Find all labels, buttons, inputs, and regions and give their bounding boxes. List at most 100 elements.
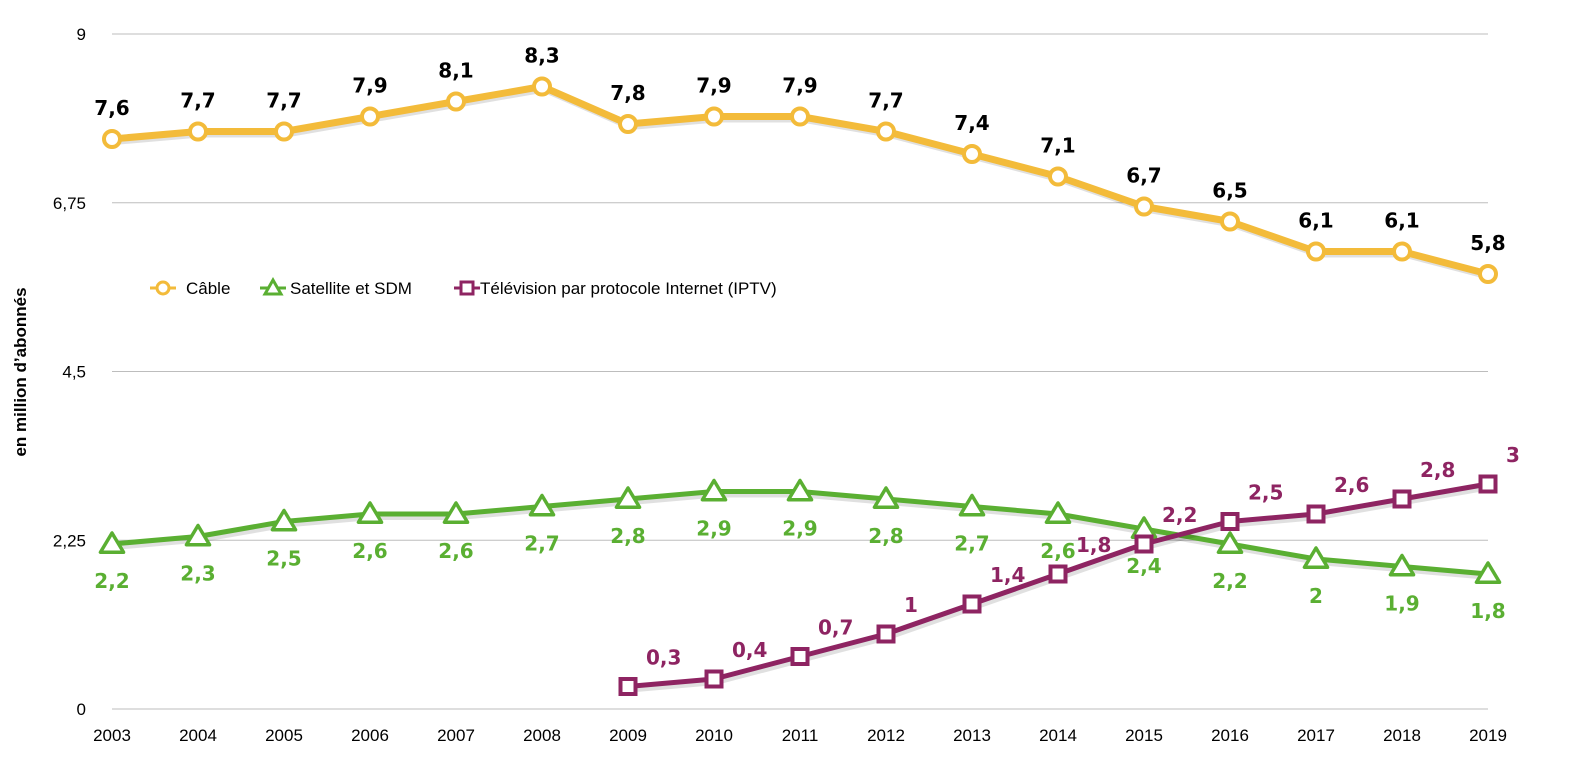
data-label: 7,9 xyxy=(352,74,387,98)
data-point xyxy=(962,144,982,164)
data-label: 2,8 xyxy=(610,524,645,548)
legend-marker xyxy=(262,276,284,296)
legend-label: Satellite et SDM xyxy=(290,279,412,298)
data-label: 7,8 xyxy=(610,81,645,105)
data-point xyxy=(790,647,810,666)
data-label: 2,5 xyxy=(266,547,301,571)
data-point xyxy=(1048,564,1068,584)
data-label: 8,3 xyxy=(524,44,559,68)
data-label: 0,3 xyxy=(646,646,681,670)
data-label: 1,8 xyxy=(1470,599,1505,623)
legend-item: Satellite et SDM xyxy=(260,276,412,298)
legend-marker xyxy=(155,280,171,296)
data-point xyxy=(274,121,294,142)
series-cable xyxy=(102,76,1498,284)
data-label: 7,9 xyxy=(782,74,817,98)
data-point xyxy=(270,508,298,532)
data-label: 8,1 xyxy=(438,59,473,83)
data-label: 7,6 xyxy=(94,96,129,120)
data-label: 1 xyxy=(904,593,918,617)
legend-label: Câble xyxy=(186,279,230,298)
data-point xyxy=(704,669,724,689)
data-label: 2,6 xyxy=(1040,539,1075,563)
data-point xyxy=(528,493,556,517)
data-label: 7,7 xyxy=(180,89,215,113)
data-label: 2,6 xyxy=(1334,473,1369,497)
data-point xyxy=(876,121,896,142)
data-point xyxy=(1392,489,1412,509)
x-tick-label: 2008 xyxy=(523,726,561,745)
grid-lines xyxy=(112,33,1488,710)
x-axis: 2003 2004 2005 2006 2007 2008 2009 2010 2011 2012… xyxy=(93,726,1507,745)
data-point xyxy=(786,478,814,502)
data-point xyxy=(958,493,986,517)
data-label: 1,9 xyxy=(1384,592,1419,616)
x-tick-label: 2004 xyxy=(179,726,217,745)
data-point xyxy=(1478,264,1498,284)
data-point xyxy=(1044,501,1072,524)
data-point xyxy=(1478,474,1498,494)
data-point xyxy=(700,478,728,502)
y-axis-label: en million d’abonnés xyxy=(11,287,30,456)
x-tick-label: 2010 xyxy=(695,726,733,745)
data-point xyxy=(1048,166,1068,187)
data-label: 6,5 xyxy=(1212,179,1247,203)
data-point xyxy=(1134,196,1154,217)
data-point xyxy=(184,523,212,547)
legend-label: Télévision par protocole Internet (IPTV) xyxy=(480,279,777,298)
data-point xyxy=(618,677,638,696)
data-label: 6,7 xyxy=(1126,164,1161,188)
data-label: 2,2 xyxy=(1162,503,1197,527)
y-tick-label: 2,25 xyxy=(53,531,86,550)
data-label: 2,3 xyxy=(180,562,215,586)
x-tick-label: 2018 xyxy=(1383,726,1421,745)
x-tick-label: 2019 xyxy=(1469,726,1507,745)
y-tick-label: 6,75 xyxy=(53,194,86,213)
data-point xyxy=(98,531,126,554)
x-tick-label: 2015 xyxy=(1125,726,1163,745)
data-label: 7,1 xyxy=(1040,134,1075,158)
y-tick-label: 0 xyxy=(77,700,86,719)
series xyxy=(98,76,1502,696)
data-label: 3 xyxy=(1506,443,1520,467)
x-tick-label: 2013 xyxy=(953,726,991,745)
data-label: 2,9 xyxy=(696,517,731,541)
data-label: 2,6 xyxy=(438,539,473,563)
data-label: 7,7 xyxy=(868,89,903,113)
data-labels: 7,6 7,7 7,7 7,9 8,1 8,3 7,8 7,9 7,9 7,7 7,4 7,1 6,7 6… xyxy=(94,44,1520,670)
series-satellite xyxy=(98,478,1502,584)
data-label: 2,7 xyxy=(954,532,989,556)
data-point xyxy=(1306,504,1326,524)
data-point xyxy=(704,106,724,127)
data-label: 2,9 xyxy=(782,517,817,541)
data-point xyxy=(1216,531,1244,554)
x-tick-label: 2016 xyxy=(1211,726,1249,745)
data-point xyxy=(1392,241,1412,262)
data-point xyxy=(790,106,810,127)
legend: Câble Satellite et SDM Télévision par prot… xyxy=(150,276,777,298)
legend-item: Câble xyxy=(150,279,230,298)
data-label: 2,2 xyxy=(1212,569,1247,593)
data-label: 2,6 xyxy=(352,539,387,563)
data-point xyxy=(532,76,552,97)
x-tick-label: 2005 xyxy=(265,726,303,745)
data-point xyxy=(356,501,384,524)
data-label: 1,8 xyxy=(1076,533,1111,557)
x-tick-label: 2009 xyxy=(609,726,647,745)
data-point xyxy=(1302,546,1330,569)
data-point xyxy=(1474,561,1502,584)
data-label: 6,1 xyxy=(1384,209,1419,233)
data-label: 6,1 xyxy=(1298,209,1333,233)
data-point xyxy=(446,91,466,112)
data-label: 2,8 xyxy=(1420,458,1455,482)
data-label: 7,4 xyxy=(954,111,989,135)
legend-marker xyxy=(459,280,475,296)
y-tick-label: 4,5 xyxy=(62,363,86,382)
data-label: 1,4 xyxy=(990,563,1025,587)
data-label: 2,8 xyxy=(868,524,903,548)
data-point xyxy=(876,624,896,644)
data-label: 0,7 xyxy=(818,616,853,640)
x-tick-label: 2007 xyxy=(437,726,475,745)
data-point xyxy=(1134,534,1154,554)
